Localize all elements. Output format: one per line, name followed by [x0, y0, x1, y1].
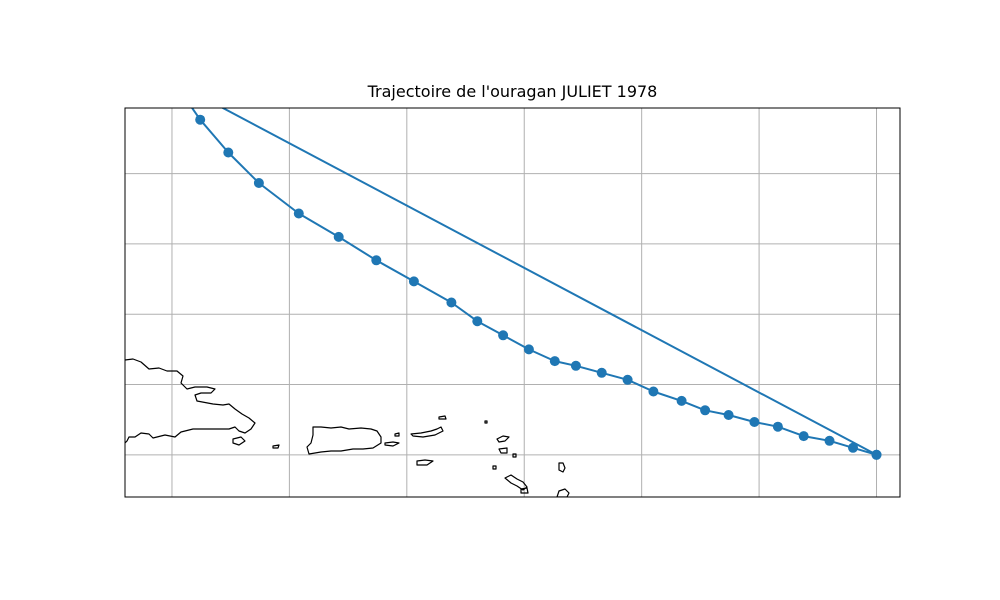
hurricane-track: [169, 77, 882, 460]
coastline-virgin-islands: [410, 426, 444, 438]
track-point-7: [700, 405, 711, 416]
track-point-20: [333, 231, 344, 242]
coastline-culebra: [394, 432, 400, 437]
coastline-antigua-barbuda: [496, 435, 510, 454]
coastline-dominica: [556, 488, 570, 497]
track-point-16: [472, 316, 483, 327]
track-point-3: [798, 431, 809, 442]
track-point-11: [596, 367, 607, 378]
track-point-14: [523, 344, 534, 355]
track-point-22: [253, 178, 264, 188]
track-point-21: [293, 208, 304, 219]
coastline-anegada: [438, 415, 447, 420]
map-title: Trajectoire de l'ouragan JULIET 1978: [367, 82, 658, 101]
track-point-26: [871, 449, 882, 460]
track-point-18: [408, 276, 419, 287]
track-point-24: [195, 114, 206, 125]
coastline-montserrat: [512, 453, 517, 458]
track-point-10: [622, 374, 633, 385]
coastlines: [125, 358, 570, 497]
coastline-st-kitts: [492, 465, 497, 470]
track-point-4: [772, 421, 783, 432]
map-frame: [124, 107, 901, 498]
coastline-mona: [272, 444, 280, 449]
track-point-25: [169, 77, 179, 87]
gridlines: [125, 108, 900, 497]
track-point-8: [676, 395, 687, 406]
track-point-1: [848, 442, 858, 453]
coastline-puerto-rico: [306, 426, 382, 455]
track-point-17: [446, 297, 457, 308]
track-point-19: [371, 255, 382, 266]
track-point-2: [824, 435, 835, 446]
coastline-hispaniola: [125, 358, 256, 444]
track-point-6: [723, 410, 734, 420]
coastline-guadeloupe: [504, 474, 529, 494]
track-point-13: [549, 356, 560, 367]
coastline-anguilla: [484, 420, 488, 424]
track-point-23: [223, 147, 234, 158]
coastline-beata: [232, 436, 246, 446]
track-point-12: [570, 360, 581, 371]
track-point-5: [749, 417, 760, 427]
coastline-st-croix: [416, 459, 434, 466]
coastline-barbuda-cay: [558, 462, 566, 473]
track-line: [190, 108, 877, 456]
track-point-15: [498, 330, 509, 341]
track-point-9: [648, 386, 659, 397]
coastline-vieques: [384, 441, 400, 447]
